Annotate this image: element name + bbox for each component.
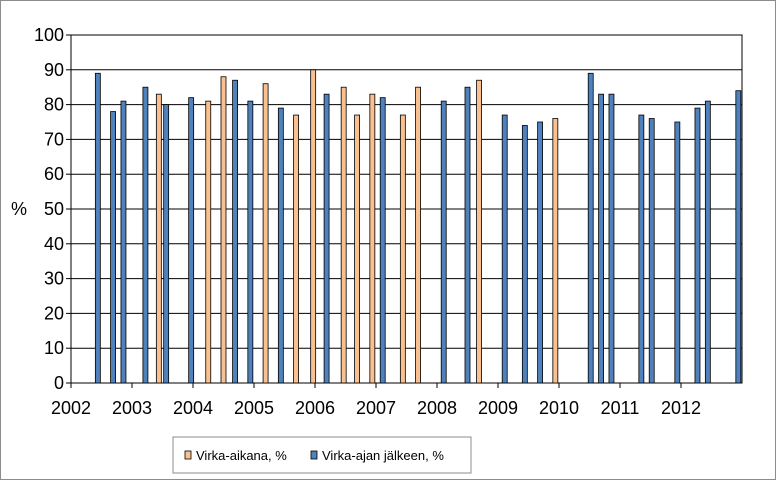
- y-axis-label: %: [11, 199, 27, 219]
- bar-virka-ajan-jalkeen: [120, 100, 127, 384]
- y-tick-label: 20: [44, 303, 64, 323]
- x-tick-label: 2010: [539, 398, 579, 418]
- bar-virka-ajan-jalkeen: [440, 100, 447, 384]
- bar-virka-ajan-jalkeen: [537, 121, 543, 384]
- bar-virka-aikana: [369, 93, 376, 384]
- x-tick-label: 2012: [661, 398, 701, 418]
- legend: Virka-aikana, % Virka-ajan jälkeen, %: [172, 436, 472, 474]
- y-tick-label: 80: [44, 95, 64, 115]
- x-tick-label: 2002: [51, 398, 91, 418]
- y-tick-label: 60: [44, 164, 64, 184]
- bar-virka-ajan-jalkeen: [142, 86, 149, 384]
- bar-virka-ajan-jalkeen: [638, 114, 645, 384]
- x-tick-label: 2006: [295, 398, 335, 418]
- bar-virka-ajan-jalkeen: [587, 72, 594, 384]
- y-tick-label: 100: [34, 25, 64, 45]
- bar-virka-ajan-jalkeen: [464, 86, 471, 384]
- x-tick-label: 2009: [478, 398, 518, 418]
- bar-virka-aikana: [262, 83, 269, 384]
- y-tick-label: 40: [44, 234, 64, 254]
- bar-virka-ajan-jalkeen: [163, 104, 170, 384]
- y-tick-label: 70: [44, 129, 64, 149]
- bar-virka-ajan-jalkeen: [277, 107, 284, 384]
- bar-virka-ajan-jalkeen: [704, 100, 711, 384]
- legend-swatch: [184, 450, 192, 460]
- bar-virka-ajan-jalkeen: [110, 111, 116, 384]
- legend-swatch: [310, 450, 318, 460]
- bar-virka-aikana: [340, 86, 347, 384]
- bar-virka-aikana: [220, 76, 227, 384]
- bar-virka-ajan-jalkeen: [598, 93, 604, 384]
- bar-virka-ajan-jalkeen: [247, 100, 254, 384]
- bar-virka-ajan-jalkeen: [674, 121, 681, 384]
- y-tick-label: 90: [44, 60, 64, 80]
- x-tick-label: 2008: [417, 398, 457, 418]
- legend-entry-label: Virka-aikana, %: [196, 448, 287, 463]
- x-tick-label: 2007: [356, 398, 396, 418]
- y-tick-label: 30: [44, 269, 64, 289]
- bar-virka-aikana: [205, 100, 212, 384]
- bar-virka-ajan-jalkeen: [694, 107, 701, 384]
- x-tick-label: 2004: [173, 398, 213, 418]
- x-tick-label: 2005: [234, 398, 274, 418]
- bar-virka-aikana: [354, 114, 360, 384]
- bar-virka-ajan-jalkeen: [735, 90, 742, 384]
- legend-entry-label: Virka-ajan jälkeen, %: [322, 448, 444, 463]
- y-tick-label: 50: [44, 199, 64, 219]
- x-tick-label: 2011: [601, 398, 640, 418]
- bar-virka-aikana: [155, 93, 162, 384]
- bar-virka-ajan-jalkeen: [232, 79, 238, 384]
- bar-virka-ajan-jalkeen: [501, 114, 508, 384]
- bar-virka-aikana: [310, 69, 317, 384]
- x-tick-label: 2003: [112, 398, 152, 418]
- axes: 0 10 20 30 40 50 60 70 80 90 100 2002 2003 2004 2005 20…: [34, 25, 701, 418]
- bar-virka-aikana: [399, 114, 406, 384]
- bar-virka-ajan-jalkeen: [94, 72, 101, 384]
- bar-virka-aikana: [415, 86, 421, 384]
- bar-virka-ajan-jalkeen: [608, 93, 615, 384]
- y-tick-label: 10: [44, 338, 64, 358]
- bar-virka-aikana: [293, 114, 299, 384]
- y-tick-label: 0: [54, 373, 64, 393]
- legend-box: [172, 436, 472, 474]
- bars: [94, 69, 742, 384]
- bar-virka-ajan-jalkeen: [648, 118, 655, 384]
- bar-virka-aikana: [552, 118, 559, 384]
- bar-virka-ajan-jalkeen: [379, 97, 386, 384]
- bar-virka-ajan-jalkeen: [521, 125, 528, 384]
- bar-virka-ajan-jalkeen: [188, 97, 195, 384]
- bar-virka-aikana: [476, 79, 482, 384]
- bar-virka-ajan-jalkeen: [323, 93, 330, 384]
